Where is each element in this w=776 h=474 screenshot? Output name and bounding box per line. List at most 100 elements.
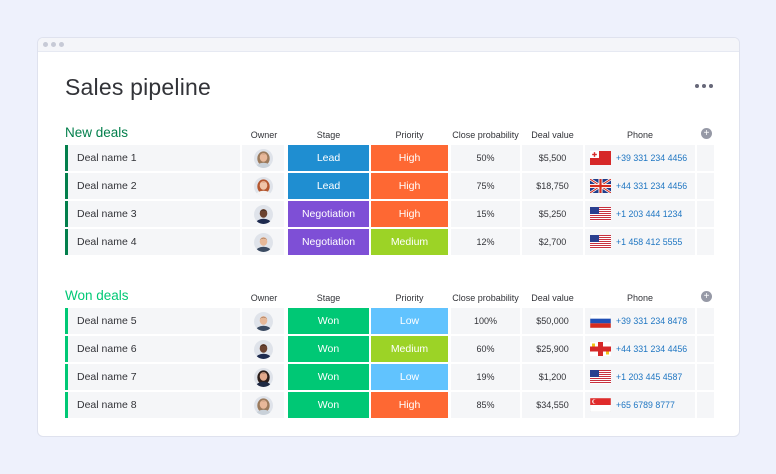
owner-cell[interactable] — [242, 201, 284, 227]
deal-name-cell[interactable]: Deal name 4 — [65, 229, 240, 255]
phone-cell[interactable]: +65 6789 8777 — [585, 392, 695, 418]
stage-status-badge[interactable]: Won — [288, 336, 369, 362]
column-header-value[interactable]: Deal value — [531, 293, 574, 303]
avatar — [253, 232, 273, 252]
close-probability-cell[interactable]: 100% — [451, 308, 520, 334]
row-end-cell — [697, 173, 714, 199]
page-title: Sales pipeline — [65, 74, 212, 100]
phone-cell[interactable]: +1 203 444 1234 — [585, 201, 695, 227]
priority-status-badge[interactable]: Low — [371, 364, 448, 390]
owner-cell[interactable] — [242, 229, 284, 255]
stage-status-badge[interactable]: Lead — [288, 145, 369, 171]
more-options-icon[interactable] — [695, 84, 713, 88]
phone-cell[interactable]: +1 458 412 5555 — [585, 229, 695, 255]
phone-number-link[interactable]: +1 458 412 5555 — [616, 237, 683, 247]
stage-status-badge[interactable]: Negotiation — [288, 229, 369, 255]
deal-value-cell[interactable]: $34,550 — [522, 392, 583, 418]
stage-status-badge[interactable]: Won — [288, 308, 369, 334]
table-row[interactable]: Deal name 1 Lead High 50% $5,500 +39 331… — [65, 145, 715, 171]
stage-status-badge[interactable]: Won — [288, 392, 369, 418]
owner-cell[interactable] — [242, 392, 284, 418]
owner-cell[interactable] — [242, 336, 284, 362]
close-probability-cell[interactable]: 75% — [451, 173, 520, 199]
phone-number-link[interactable]: +39 331 234 4456 — [616, 153, 688, 163]
deal-value-cell[interactable]: $5,250 — [522, 201, 583, 227]
group-title[interactable]: Won deals — [65, 288, 129, 303]
stage-status-badge[interactable]: Negotiation — [288, 201, 369, 227]
table-row[interactable]: Deal name 4 Negotiation Medium 12% $2,70… — [65, 229, 715, 255]
table-row[interactable]: Deal name 7 Won Low 19% $1,200 +1 203 44… — [65, 364, 715, 390]
column-header-stage[interactable]: Stage — [316, 130, 341, 140]
deal-name-cell[interactable]: Deal name 5 — [65, 308, 240, 334]
phone-number-link[interactable]: +1 203 445 4587 — [616, 372, 683, 382]
deal-value-cell[interactable]: $5,500 — [522, 145, 583, 171]
deal-name-cell[interactable]: Deal name 1 — [65, 145, 240, 171]
deal-value-cell[interactable]: $2,700 — [522, 229, 583, 255]
avatar — [253, 367, 273, 387]
close-probability-cell[interactable]: 85% — [451, 392, 520, 418]
uk-flag-icon — [589, 177, 612, 195]
add-column-icon[interactable]: + — [701, 291, 712, 302]
table-row[interactable]: Deal name 6 Won Medium 60% $25,900 +44 3… — [65, 336, 715, 362]
owner-cell[interactable] — [242, 145, 284, 171]
row-end-cell — [697, 336, 714, 362]
stage-status-badge[interactable]: Lead — [288, 173, 369, 199]
add-column-icon[interactable]: + — [701, 128, 712, 139]
owner-cell[interactable] — [242, 173, 284, 199]
deal-value-cell[interactable]: $18,750 — [522, 173, 583, 199]
priority-status-badge[interactable]: High — [371, 173, 448, 199]
avatar — [253, 339, 273, 359]
column-header-probability[interactable]: Close probability — [452, 130, 519, 140]
table-row[interactable]: Deal name 8 Won High 85% $34,550 +65 678… — [65, 392, 715, 418]
close-probability-cell[interactable]: 60% — [451, 336, 520, 362]
close-probability-cell[interactable]: 19% — [451, 364, 520, 390]
deal-group: New deals Owner Stage Priority Close probabi… — [65, 123, 715, 257]
deal-value-cell[interactable]: $1,200 — [522, 364, 583, 390]
table-row[interactable]: Deal name 5 Won Low 100% $50,000 +39 331… — [65, 308, 715, 334]
column-header-stage[interactable]: Stage — [316, 293, 341, 303]
cross-flag-icon — [590, 342, 611, 356]
phone-cell[interactable]: +39 331 234 4456 — [585, 145, 695, 171]
phone-number-link[interactable]: +44 331 234 4456 — [616, 181, 688, 191]
deal-value-cell[interactable]: $50,000 — [522, 308, 583, 334]
phone-number-link[interactable]: +65 6789 8777 — [616, 400, 675, 410]
column-header-value[interactable]: Deal value — [531, 130, 574, 140]
priority-status-badge[interactable]: Medium — [371, 229, 448, 255]
priority-status-badge[interactable]: High — [371, 201, 448, 227]
column-header-phone[interactable]: Phone — [626, 130, 654, 140]
priority-status-badge[interactable]: High — [371, 392, 448, 418]
column-header-priority[interactable]: Priority — [395, 293, 424, 303]
deal-name-cell[interactable]: Deal name 6 — [65, 336, 240, 362]
phone-number-link[interactable]: +1 203 444 1234 — [616, 209, 683, 219]
phone-cell[interactable]: +44 331 234 4456 — [585, 336, 695, 362]
phone-number-link[interactable]: +39 331 234 8478 — [616, 316, 688, 326]
phone-number-link[interactable]: +44 331 234 4456 — [616, 344, 688, 354]
deal-name-cell[interactable]: Deal name 2 — [65, 173, 240, 199]
priority-status-badge[interactable]: High — [371, 145, 448, 171]
phone-cell[interactable]: +1 203 445 4587 — [585, 364, 695, 390]
owner-cell[interactable] — [242, 308, 284, 334]
group-title[interactable]: New deals — [65, 125, 129, 140]
column-header-priority[interactable]: Priority — [395, 130, 424, 140]
column-header-owner[interactable]: Owner — [250, 130, 278, 140]
table-row[interactable]: Deal name 2 Lead High 75% $18,750 +44 33… — [65, 173, 715, 199]
close-probability-cell[interactable]: 50% — [451, 145, 520, 171]
avatar — [253, 395, 273, 415]
column-header-owner[interactable]: Owner — [250, 293, 278, 303]
phone-cell[interactable]: +44 331 234 4456 — [585, 173, 695, 199]
close-probability-cell[interactable]: 15% — [451, 201, 520, 227]
deal-name-cell[interactable]: Deal name 7 — [65, 364, 240, 390]
deal-value-cell[interactable]: $25,900 — [522, 336, 583, 362]
deal-name-cell[interactable]: Deal name 3 — [65, 201, 240, 227]
priority-status-badge[interactable]: Medium — [371, 336, 448, 362]
close-probability-cell[interactable]: 12% — [451, 229, 520, 255]
column-header-phone[interactable]: Phone — [626, 293, 654, 303]
owner-cell[interactable] — [242, 364, 284, 390]
avatar — [253, 204, 273, 224]
deal-name-cell[interactable]: Deal name 8 — [65, 392, 240, 418]
column-header-probability[interactable]: Close probability — [452, 293, 519, 303]
stage-status-badge[interactable]: Won — [288, 364, 369, 390]
table-row[interactable]: Deal name 3 Negotiation High 15% $5,250 … — [65, 201, 715, 227]
priority-status-badge[interactable]: Low — [371, 308, 448, 334]
phone-cell[interactable]: +39 331 234 8478 — [585, 308, 695, 334]
